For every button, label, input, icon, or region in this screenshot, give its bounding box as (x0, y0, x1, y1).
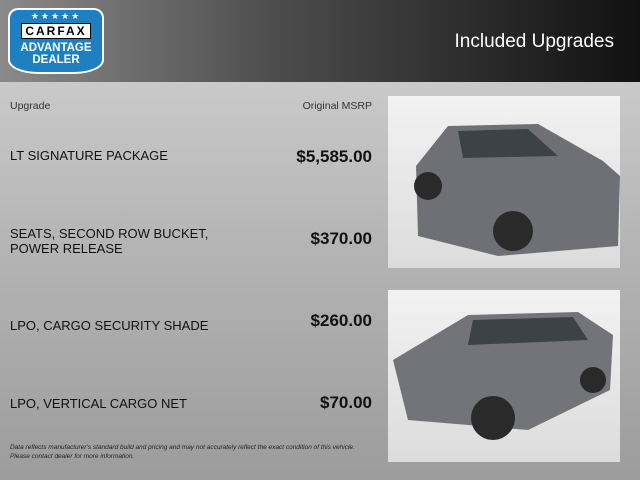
upgrade-name: LPO, CARGO SECURITY SHADE (10, 318, 209, 333)
header: ★★★★★ CARFAX ADVANTAGE DEALER Included U… (0, 0, 640, 82)
upgrade-price: $70.00 (320, 393, 372, 412)
upgrade-column-header: Upgrade (10, 100, 51, 112)
upgrade-name: SEATS, SECOND ROW BUCKET, POWER RELEASE (10, 226, 209, 256)
vehicle-photo-front (388, 96, 620, 268)
disclaimer: Data reflects manufacturer's standard bu… (10, 444, 355, 460)
page-title: Included Upgrades (454, 31, 615, 52)
upgrade-price: $370.00 (310, 229, 372, 248)
upgrade-name: LT SIGNATURE PACKAGE (10, 148, 168, 163)
vehicle-photo-rear (388, 290, 620, 462)
upgrade-name: LPO, VERTICAL CARGO NET (10, 396, 187, 411)
upgrade-price: $5,585.00 (296, 147, 372, 166)
upgrade-price: $260.00 (310, 311, 372, 330)
msrp-column-header: Original MSRP (302, 100, 372, 112)
carfax-advantage-dealer-logo: ★★★★★ CARFAX ADVANTAGE DEALER (8, 8, 104, 74)
